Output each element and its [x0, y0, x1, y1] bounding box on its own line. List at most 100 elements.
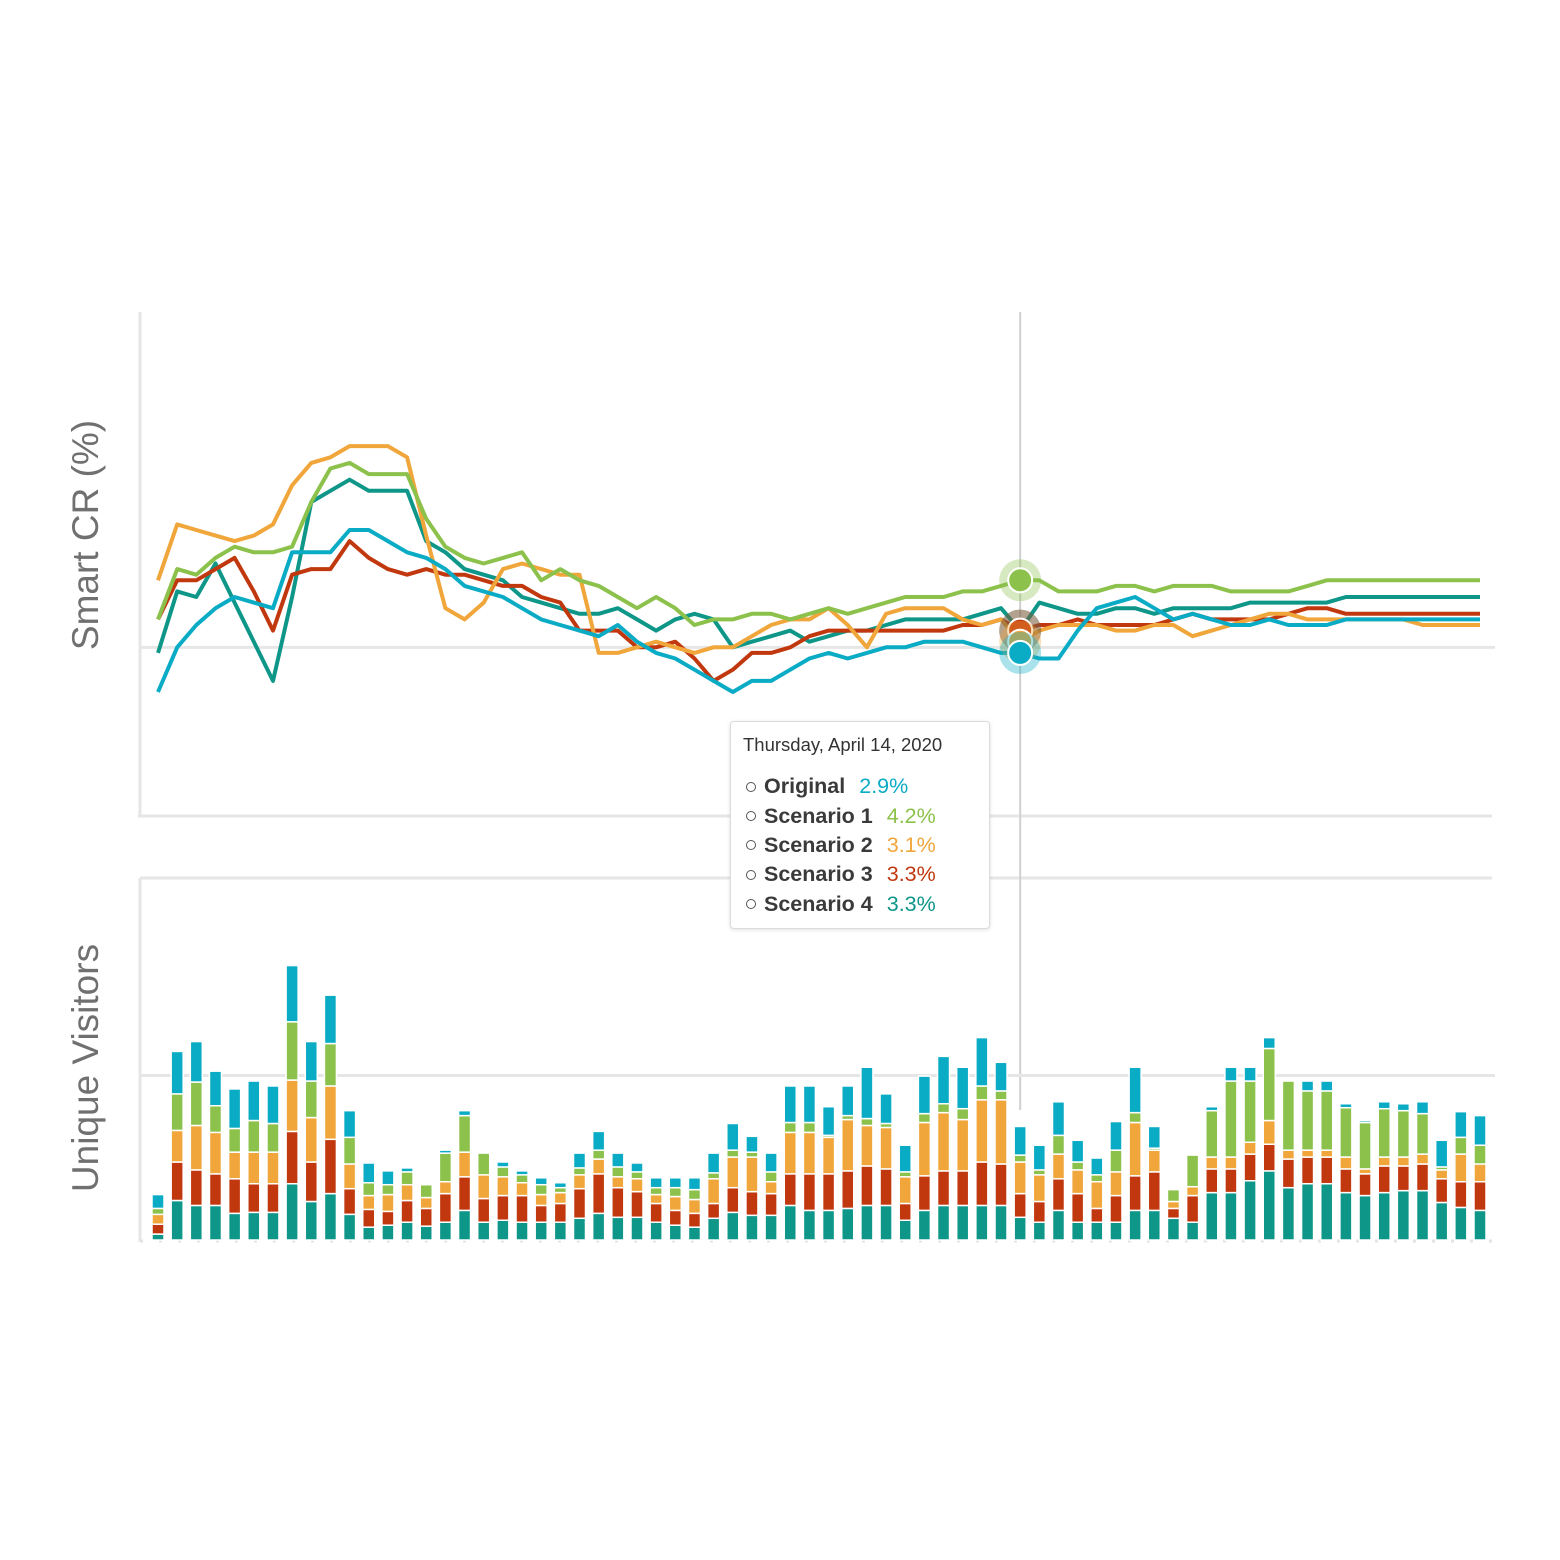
bar-segment — [1051, 1209, 1066, 1241]
bar-segment — [994, 1061, 1008, 1092]
bar-segment — [1281, 1158, 1296, 1189]
bar-segment — [1090, 1157, 1104, 1176]
bar-segment — [1415, 1112, 1430, 1155]
bar-segment — [1262, 1170, 1276, 1241]
bar-segment — [342, 1213, 357, 1241]
bar-segment — [1339, 1156, 1353, 1170]
y-axis-title: Smart CR (%) — [65, 420, 106, 650]
bar-segment — [400, 1167, 414, 1173]
bar-segment — [898, 1176, 912, 1205]
tooltip-marker — [746, 840, 756, 851]
bar-segment — [1358, 1119, 1372, 1124]
bar-segment — [726, 1156, 740, 1189]
bar-segment — [764, 1192, 778, 1217]
bar-segment — [726, 1186, 740, 1214]
bar-segment — [1090, 1174, 1104, 1183]
bar-segment — [247, 1182, 261, 1214]
bar-segment — [1109, 1194, 1123, 1223]
bar-segment — [323, 1085, 338, 1141]
bar-segment — [1319, 1149, 1334, 1158]
tooltip-series-name: Original — [764, 774, 846, 799]
bar-segment — [1013, 1192, 1027, 1219]
bar-segment — [438, 1181, 453, 1195]
bar-segment — [1396, 1103, 1411, 1112]
bar-segment — [1319, 1182, 1334, 1241]
bar-segment — [572, 1152, 587, 1169]
bar-segment — [1032, 1200, 1047, 1223]
bar-segment — [323, 1042, 338, 1087]
bar-segment — [726, 1122, 740, 1151]
tooltip-title: Thursday, April 14, 2020 — [743, 734, 943, 755]
bar-segment — [170, 1093, 184, 1132]
bar-segment — [170, 1199, 184, 1241]
bar-segment — [189, 1040, 204, 1083]
bar-segment — [1434, 1139, 1449, 1168]
bar-segment — [323, 994, 338, 1045]
bar-segment — [994, 1163, 1008, 1207]
bar-segment — [247, 1211, 261, 1241]
bar-segment — [362, 1194, 376, 1211]
bar-segment — [1070, 1192, 1085, 1223]
bar-segment — [1454, 1181, 1468, 1209]
bar-segment — [1128, 1111, 1142, 1124]
bar-segment — [630, 1171, 644, 1180]
bar-segment — [1396, 1189, 1411, 1241]
bar-segment — [381, 1193, 395, 1213]
bar-segment — [994, 1090, 1008, 1101]
bar-segment — [783, 1085, 798, 1124]
bar-segment — [936, 1103, 951, 1114]
bar-segment — [1243, 1080, 1257, 1144]
bar-segment — [323, 1192, 338, 1241]
bar-segment — [362, 1181, 376, 1197]
bar-segment — [821, 1173, 836, 1212]
bar-segment — [1243, 1180, 1257, 1241]
bar-segment — [189, 1124, 204, 1171]
bar-segment — [1434, 1178, 1449, 1204]
bar-segment — [189, 1204, 204, 1241]
bar-segment — [1473, 1209, 1487, 1241]
bar-segment — [496, 1161, 510, 1168]
tooltip-value: 3.3% — [886, 862, 936, 887]
bar-segment — [476, 1197, 491, 1223]
bar-segment — [1013, 1216, 1027, 1241]
bar-segment — [515, 1194, 529, 1223]
tooltip-series-name: Scenario 4 — [764, 891, 873, 916]
bar-segment — [1224, 1191, 1238, 1241]
bar-segment — [1128, 1066, 1142, 1114]
bar-segment — [1166, 1188, 1181, 1203]
bar-segment — [668, 1209, 683, 1226]
bar-segment — [611, 1216, 625, 1241]
bar-segment — [860, 1066, 874, 1120]
bar-segment — [898, 1144, 912, 1173]
bar-segment — [1281, 1186, 1296, 1241]
bar-segment — [611, 1152, 625, 1168]
bar-segment — [496, 1166, 510, 1178]
bar-segment — [764, 1214, 778, 1241]
bar-segment — [227, 1151, 242, 1180]
marks-layer — [151, 444, 1487, 1241]
bar-segment — [726, 1149, 740, 1158]
bar-segment — [1243, 1141, 1257, 1155]
bar-segment — [1339, 1191, 1353, 1241]
bar-segment — [1109, 1149, 1123, 1173]
bar-segment — [476, 1152, 491, 1176]
bar-segment — [898, 1219, 912, 1241]
bar-segment — [975, 1036, 989, 1087]
bar-segment — [1454, 1136, 1468, 1155]
bar-segment — [285, 1021, 299, 1081]
bar-segment — [802, 1173, 817, 1212]
bar-segment — [1109, 1221, 1123, 1241]
bar-segment — [1166, 1217, 1181, 1241]
bar-segment — [208, 1104, 223, 1134]
bar-segment — [572, 1167, 587, 1176]
bar-segment — [1262, 1047, 1276, 1122]
bar-segment — [553, 1191, 568, 1205]
bar-segment — [821, 1136, 836, 1175]
bar-segment — [151, 1223, 165, 1235]
bar-segment — [783, 1204, 798, 1241]
bar-segment — [304, 1161, 319, 1203]
bar-segment — [227, 1088, 242, 1130]
bar-segment — [1281, 1149, 1296, 1160]
tooltip-value: 3.3% — [886, 891, 936, 916]
series-line — [156, 444, 1480, 655]
